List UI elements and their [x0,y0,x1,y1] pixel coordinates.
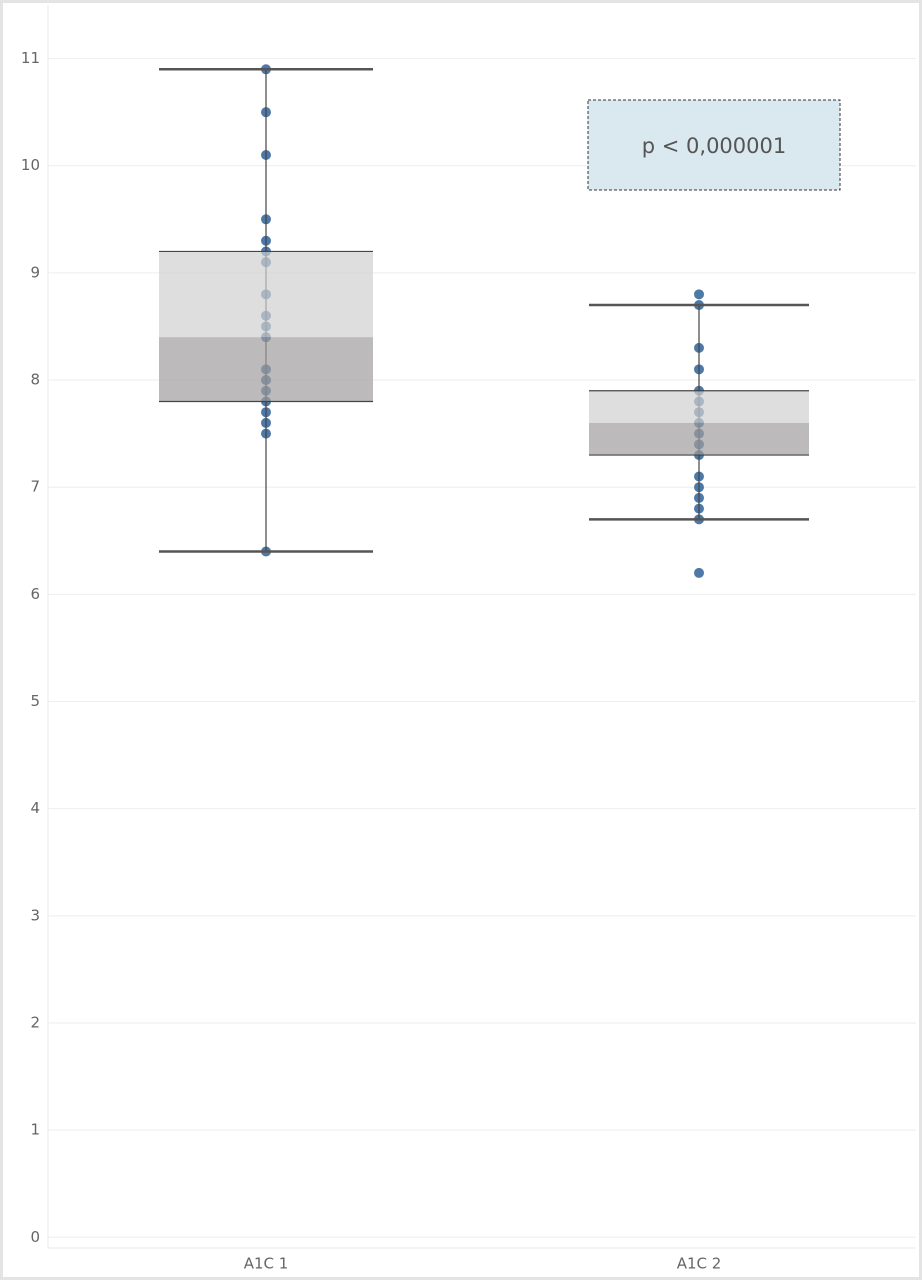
data-point [694,567,704,578]
y-tick-label: 10 [21,156,40,174]
y-tick-label: 7 [30,478,40,496]
y-tick-label: 1 [30,1121,40,1139]
x-tick-label: A1C 2 [677,1255,722,1273]
y-tick-label: 0 [30,1228,40,1246]
box-lower [159,337,373,402]
y-tick-label: 6 [30,585,40,603]
y-tick-label: 5 [30,692,40,710]
y-tick-label: 8 [30,371,40,389]
y-tick-label: 9 [30,263,40,281]
x-tick-label: A1C 1 [244,1255,289,1273]
box-lower [589,422,809,456]
annotation-box [587,99,841,191]
y-tick-label: 11 [21,49,40,67]
box-upper [159,251,373,338]
y-tick-label: 3 [30,906,40,924]
box-upper [589,390,809,423]
annotation: p < 0,000001 [642,134,786,158]
data-point [694,289,704,300]
y-tick-label: 4 [30,799,40,817]
y-tick-label: 2 [30,1013,40,1031]
